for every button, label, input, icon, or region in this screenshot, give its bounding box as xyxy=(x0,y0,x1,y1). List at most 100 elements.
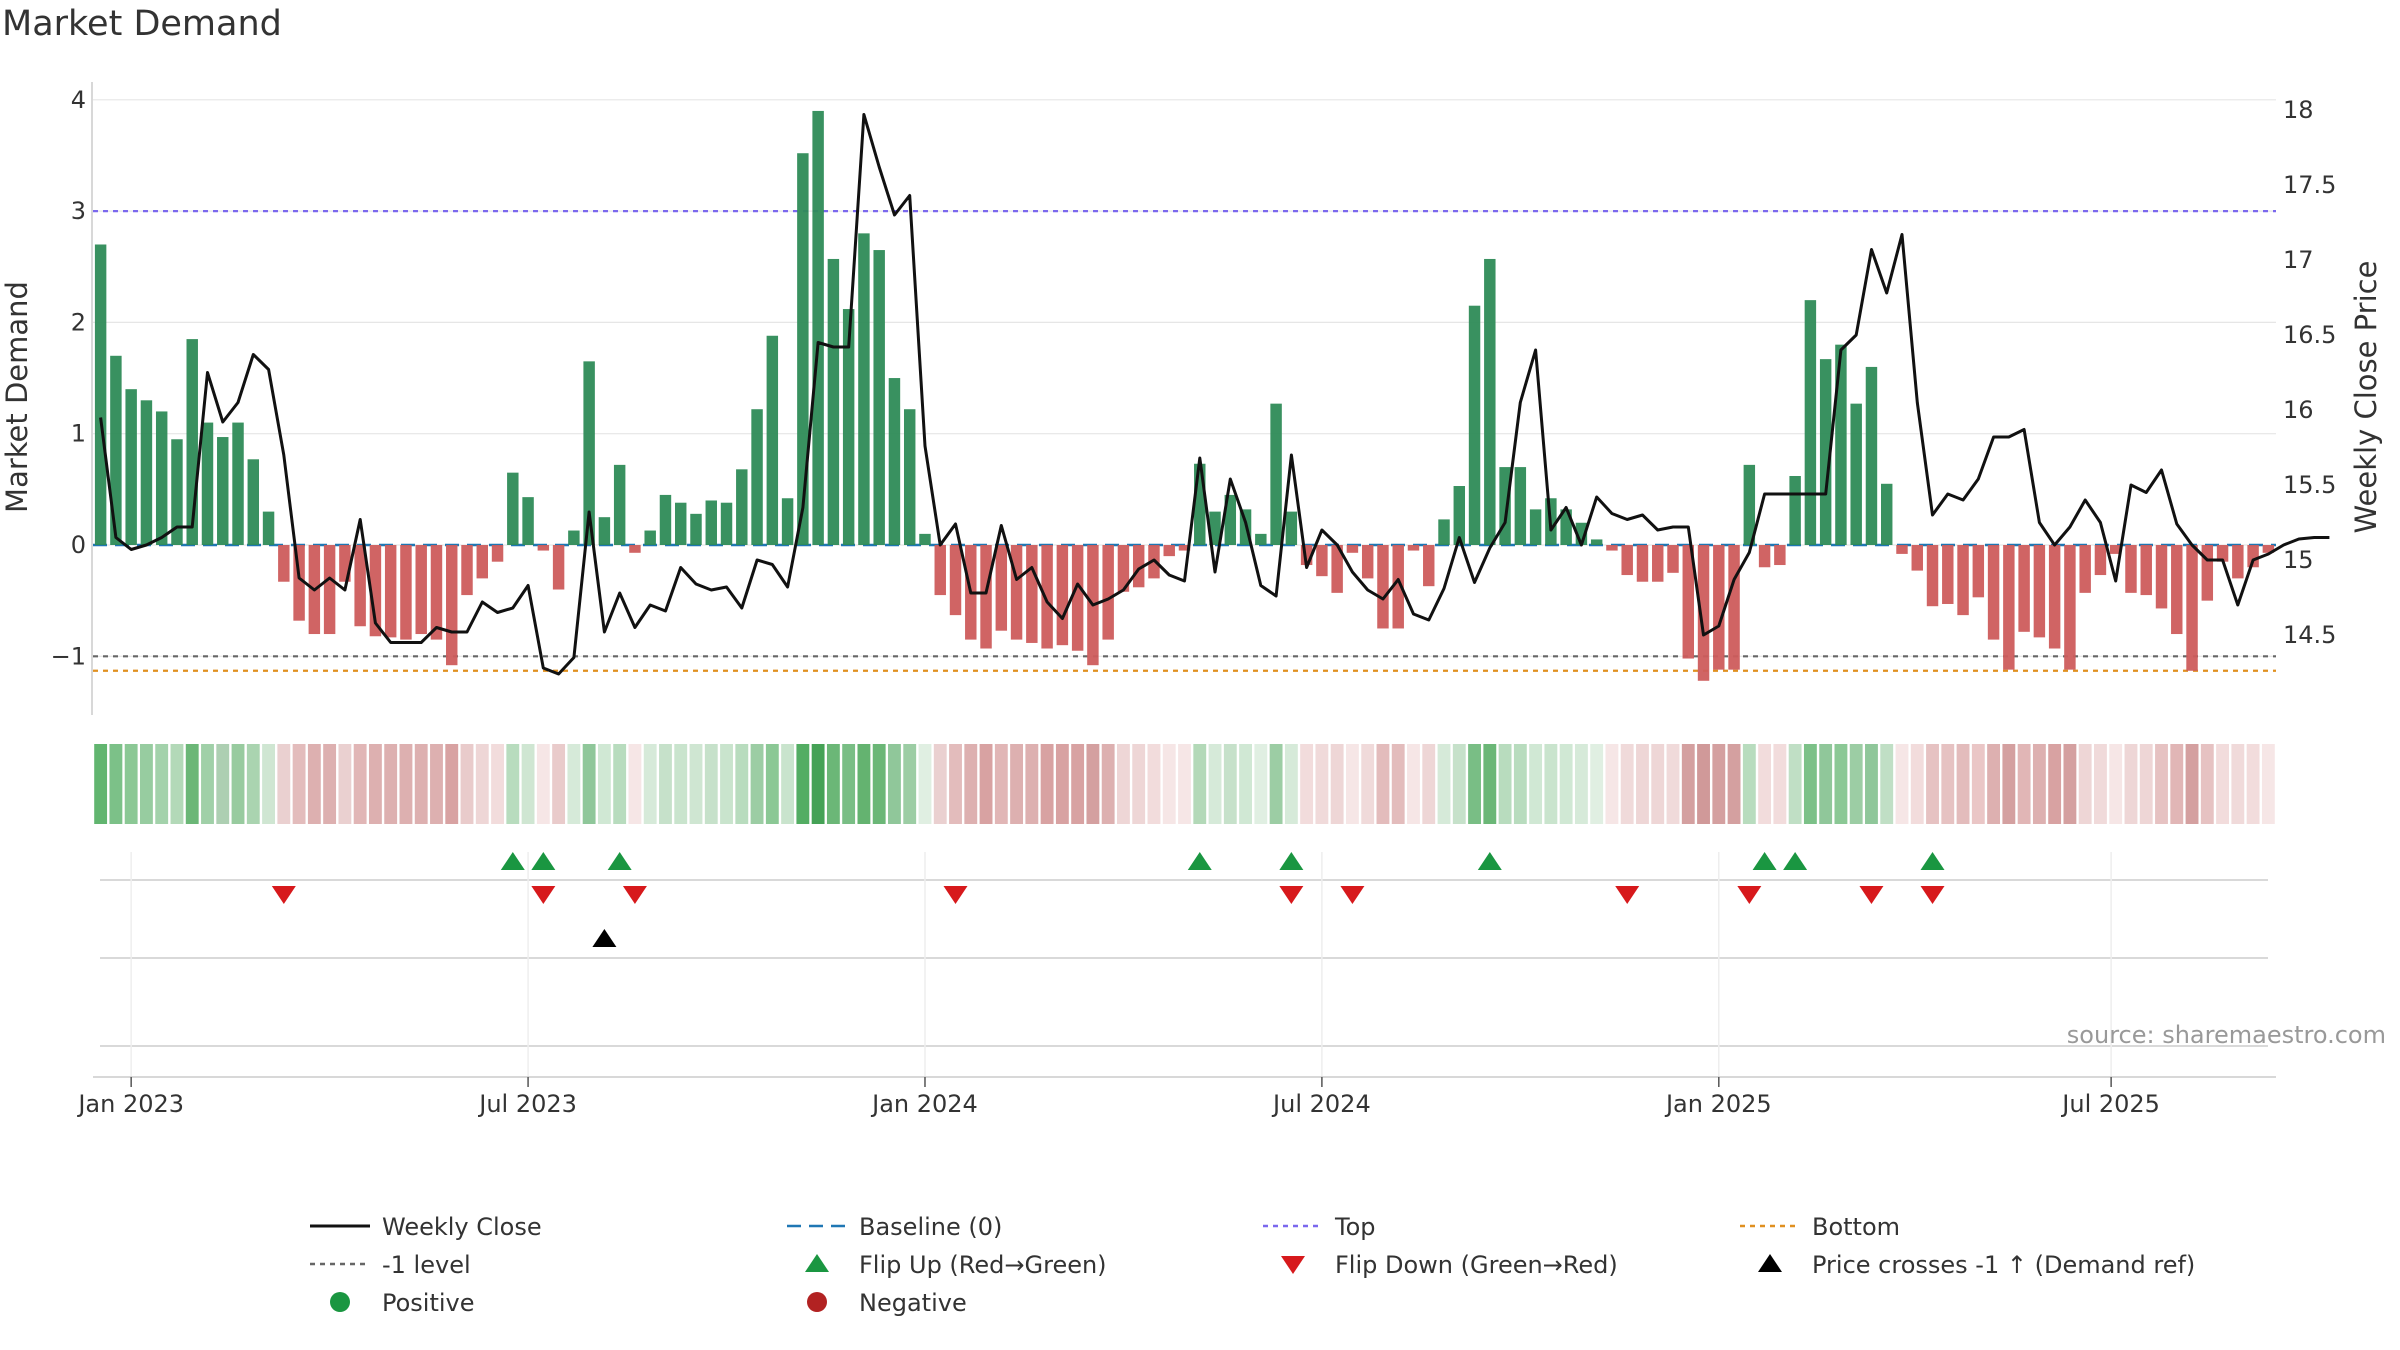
right-tick-label: 15.5 xyxy=(2283,471,2336,499)
demand-bar xyxy=(171,439,183,545)
left-tick-label: 3 xyxy=(71,197,86,225)
strip-cell xyxy=(1178,744,1191,824)
demand-bar xyxy=(1926,545,1939,607)
strip-cell xyxy=(1422,744,1436,824)
demand-bar xyxy=(2201,545,2214,601)
demand-bar xyxy=(537,545,550,551)
strip-cell xyxy=(979,744,993,824)
strip-cell xyxy=(1681,744,1695,824)
strip-cell xyxy=(1361,744,1375,824)
strip-cell xyxy=(1727,744,1741,824)
demand-bar xyxy=(140,400,153,545)
right-axis-title: Weekly Close Price xyxy=(2349,261,2383,534)
legend-swatch-price_cross xyxy=(1758,1254,1782,1272)
demand-bar xyxy=(507,472,519,545)
demand-bar xyxy=(568,530,580,545)
demand-bar xyxy=(1728,545,1740,670)
strip-cell xyxy=(2017,744,2031,824)
strip-cell xyxy=(2124,744,2138,824)
event-lanes xyxy=(100,852,2268,1080)
strip-cell xyxy=(2048,744,2062,824)
demand-bar xyxy=(1468,305,1481,545)
demand-bar xyxy=(1117,545,1130,592)
strip-cell xyxy=(1376,744,1390,824)
demand-bar xyxy=(1056,545,1069,646)
strip-cell xyxy=(750,744,764,824)
legend-label-negative: Negative xyxy=(859,1289,967,1317)
demand-bar xyxy=(644,530,656,545)
strip-cell xyxy=(201,744,214,824)
strip-cell xyxy=(353,744,367,824)
strip-cell xyxy=(1742,744,1756,824)
strip-cell xyxy=(1636,744,1649,824)
x-tick-label: Jul 2025 xyxy=(2060,1090,2160,1118)
flip-down-marker xyxy=(531,886,556,904)
demand-bar xyxy=(1407,545,1420,551)
flip-down-marker xyxy=(1340,886,1365,904)
strip-cell xyxy=(1315,744,1329,824)
demand-bar xyxy=(125,389,137,545)
demand-bar xyxy=(1178,545,1191,551)
strip-cell xyxy=(2109,744,2123,824)
strip-cell xyxy=(2094,744,2107,824)
legend-label-top: Top xyxy=(1334,1213,1376,1241)
strip-cell xyxy=(2170,744,2184,824)
strip-cell xyxy=(842,744,856,824)
demand-bar xyxy=(1361,545,1374,579)
strip-cell xyxy=(1987,744,2001,824)
demand-bar xyxy=(1636,545,1649,582)
strip-cell xyxy=(216,744,230,824)
strip-cell xyxy=(1132,744,1146,824)
demand-bar xyxy=(1713,545,1725,670)
demand-bar xyxy=(232,422,244,545)
strip-cell xyxy=(1651,744,1665,824)
demand-bar xyxy=(430,545,443,640)
legend: Weekly Close Baseline (0) Top Bottom -1 leve… xyxy=(310,1213,2195,1317)
strip-cell xyxy=(1300,744,1314,824)
demand-bar xyxy=(797,153,809,545)
demand-bar xyxy=(1423,545,1435,587)
demand-bar xyxy=(1041,545,1053,649)
strip-cell xyxy=(689,744,703,824)
strip-cell xyxy=(277,744,291,824)
strip-cell xyxy=(1468,744,1481,824)
demand-bar xyxy=(1590,539,1603,545)
right-tick-label: 17.5 xyxy=(2283,171,2336,199)
right-tick-label: 16 xyxy=(2283,396,2314,424)
demand-bar xyxy=(1789,475,1801,545)
legend-label-bottom: Bottom xyxy=(1812,1213,1900,1241)
strip-cell xyxy=(628,744,642,824)
flip-down-marker xyxy=(271,886,296,904)
flip-down-marker xyxy=(1859,886,1884,904)
strip-cell xyxy=(1605,744,1619,824)
demand-bar xyxy=(201,422,214,545)
demand-bar xyxy=(1529,509,1542,545)
legend-label-minus_one: -1 level xyxy=(382,1251,471,1279)
demand-bar xyxy=(446,545,458,666)
strip-cell xyxy=(399,744,413,824)
demand-bar xyxy=(2064,545,2076,670)
demand-bar xyxy=(598,517,611,545)
strip-cell xyxy=(323,744,337,824)
axis-ticks: 4 3 2 1 0 −1 18 17.5 17 16.5 16 15.5 15 14.5 Market De… xyxy=(0,82,2383,715)
strip-cell xyxy=(185,744,199,824)
strip-cell xyxy=(1284,744,1298,824)
demand-bar xyxy=(2079,545,2091,593)
strip-cell xyxy=(2063,744,2077,824)
strip-cell xyxy=(1941,744,1955,824)
demand-bar xyxy=(323,545,336,635)
demand-bar xyxy=(1987,545,2000,640)
demand-bar xyxy=(1316,545,1328,577)
flip-up-marker xyxy=(531,852,556,870)
demand-bar xyxy=(2262,545,2275,553)
flip-up-marker xyxy=(1752,852,1777,870)
demand-bar xyxy=(2033,545,2046,638)
demand-bar xyxy=(1453,486,1466,545)
demand-bar xyxy=(1621,545,1633,576)
strip-cell xyxy=(1147,744,1161,824)
strip-cell xyxy=(1712,744,1726,824)
flip-up-marker xyxy=(1477,852,1502,870)
strip-cell xyxy=(246,744,260,824)
demand-heat-strip xyxy=(94,744,2275,824)
strip-cell xyxy=(2139,744,2153,824)
